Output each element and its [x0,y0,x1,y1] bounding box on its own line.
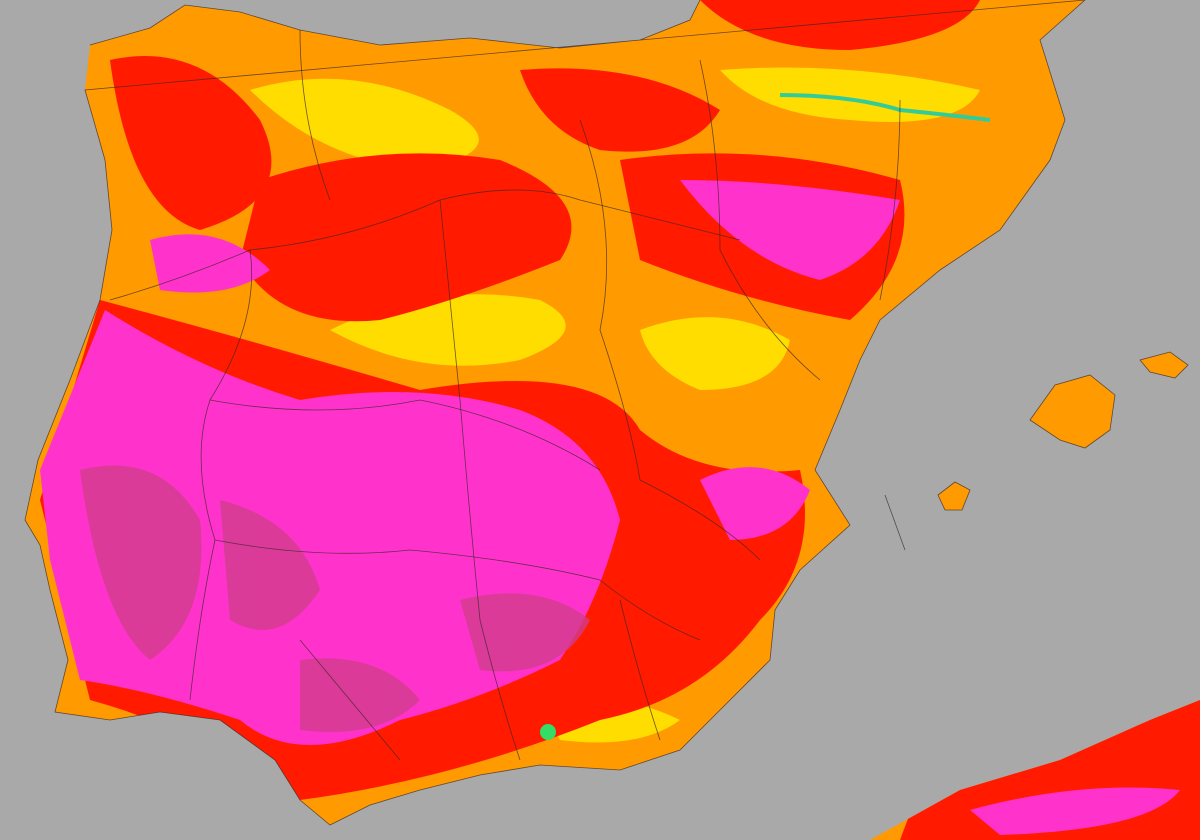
extreme-zones [80,465,590,732]
cool-spot [540,724,556,740]
borders [24,0,1189,826]
cooler-zones [250,67,980,743]
